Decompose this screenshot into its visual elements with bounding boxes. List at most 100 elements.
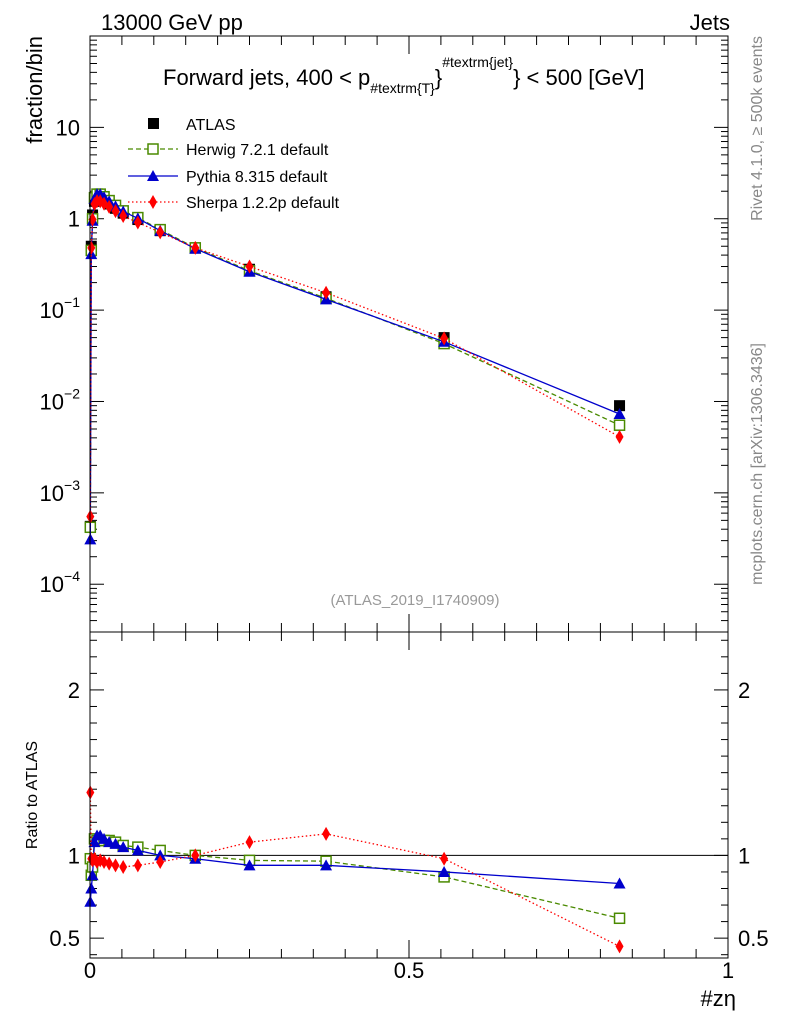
main-ytick-label: 10−3 <box>40 477 81 506</box>
ratio-xlabel: #zη <box>701 986 736 1011</box>
main-ytick-exponent: −2 <box>64 385 80 401</box>
ratio-ytick-label-right: 2 <box>738 678 750 703</box>
main-point-sherpa-1-2-2p-default <box>440 331 449 346</box>
main-title: Forward jets, 400 < p#textrm{T}}#textrm{… <box>163 54 645 96</box>
legend: ATLAS Herwig 7.2.1 default Pythia 8.315 … <box>128 117 340 212</box>
main-point-sherpa-1-2-2p-default <box>245 259 254 274</box>
ratio-point-sherpa-1-2-2p-default <box>191 848 200 863</box>
ratio-point-sherpa-1-2-2p-default <box>133 858 142 873</box>
ratio-ytick-label-right: 1 <box>738 843 750 868</box>
ratio-xtick-label: 0 <box>84 958 96 983</box>
ratio-xtick-label: 1 <box>722 958 734 983</box>
main-point-pythia-8-315-default <box>613 407 626 419</box>
main-title-sub: #textrm{T} <box>370 80 435 96</box>
ratio-line-sherpa-1-2-2p-default <box>89 792 620 947</box>
ratio-frame <box>89 631 729 959</box>
ratio-point-pythia-8-315-default <box>117 841 130 853</box>
main-series <box>84 188 626 545</box>
legend-label-sherpa: Sherpa 1.2.2p default <box>186 195 340 212</box>
main-point-sherpa-1-2-2p-default <box>111 204 120 219</box>
main-ytick-label: 10−4 <box>40 568 81 597</box>
main-point-sherpa-1-2-2p-default <box>615 429 624 444</box>
main-ytick-exponent: −1 <box>64 294 80 310</box>
ratio-point-pythia-8-315-default <box>131 844 144 856</box>
ratio-point-sherpa-1-2-2p-default <box>245 835 254 850</box>
main-series-sherpa-1-2-2p-default <box>86 194 624 524</box>
ratio-point-pythia-8-315-default <box>438 865 451 877</box>
ratio-ytick-label-left: 1 <box>68 843 80 868</box>
ratio-series <box>84 785 626 954</box>
ratio-panel: 0.5 0.51 12 2 0 0.5 1 Ratio to ATLAS #zη <box>24 631 769 1011</box>
main-point-sherpa-1-2-2p-default <box>105 199 114 214</box>
ratio-y-tick-labels: 0.5 0.5 1 1 2 2 <box>49 678 768 951</box>
main-point-sherpa-1-2-2p-default <box>191 240 200 255</box>
analysis-tag: (ATLAS_2019_I1740909) <box>330 592 499 609</box>
legend-label-herwig: Herwig 7.2.1 default <box>186 142 329 159</box>
main-point-sherpa-1-2-2p-default <box>322 285 331 300</box>
ratio-xtick-label: 0.5 <box>394 958 425 983</box>
main-ticks <box>89 35 729 633</box>
main-ytick-mantissa: 10 <box>40 389 64 414</box>
legend-entry-atlas: ATLAS <box>148 117 236 134</box>
header-right: Jets <box>690 10 730 35</box>
main-ytick-label: 10−2 <box>40 385 81 414</box>
main-point-herwig-7-2-1-default <box>613 419 626 431</box>
main-point-sherpa-1-2-2p-default <box>119 209 128 224</box>
ratio-point-sherpa-1-2-2p-default <box>615 939 624 954</box>
ratio-point-pythia-8-315-default <box>243 859 256 871</box>
ratio-point-pythia-8-315-default <box>85 882 98 894</box>
main-ytick-mantissa: 1 <box>68 207 80 232</box>
ratio-point-pythia-8-315-default <box>109 837 122 849</box>
main-ytick-mantissa: 10 <box>40 572 64 597</box>
ratio-point-sherpa-1-2-2p-default <box>156 855 165 870</box>
ratio-ytick-label-left: 2 <box>68 678 80 703</box>
ratio-point-pythia-8-315-default <box>154 849 167 861</box>
legend-marker-herwig <box>147 143 159 155</box>
main-point-sherpa-1-2-2p-default <box>133 215 142 230</box>
legend-entry-herwig: Herwig 7.2.1 default <box>128 142 329 159</box>
main-point-sherpa-1-2-2p-default <box>156 225 165 240</box>
ratio-point-herwig-7-2-1-default <box>613 912 626 925</box>
ratio-ylabel: Ratio to ATLAS <box>24 741 41 849</box>
main-title-sup: #textrm{jet} <box>442 54 513 70</box>
ratio-point-pythia-8-315-default <box>88 836 101 848</box>
mcplots-label: mcplots.cern.ch [arXiv:1306.3436] <box>749 343 766 585</box>
main-ylabel: fraction/bin <box>22 36 47 144</box>
legend-label-atlas: ATLAS <box>186 117 236 134</box>
main-ytick-label: 10 <box>56 115 80 140</box>
main-ytick-exponent: −4 <box>64 568 80 584</box>
main-point-sherpa-1-2-2p-default <box>87 240 96 255</box>
ratio-point-sherpa-1-2-2p-default <box>440 851 449 866</box>
ratio-ytick-label-right: 0.5 <box>738 926 769 951</box>
ratio-point-sherpa-1-2-2p-default <box>119 859 128 874</box>
ratio-ytick-label-left: 0.5 <box>49 926 80 951</box>
ratio-point-sherpa-1-2-2p-default <box>100 855 109 870</box>
legend-label-pythia: Pythia 8.315 default <box>186 169 328 186</box>
main-ytick-exponent: −3 <box>64 477 80 493</box>
legend-marker-sherpa <box>149 195 157 209</box>
main-ytick-mantissa: 10 <box>40 481 64 506</box>
ratio-point-pythia-8-315-default <box>613 877 626 889</box>
main-title-text: Forward jets, 400 < p <box>163 65 370 90</box>
ratio-point-sherpa-1-2-2p-default <box>322 826 331 841</box>
legend-entry-pythia: Pythia 8.315 default <box>128 169 328 186</box>
ratio-point-sherpa-1-2-2p-default <box>105 856 114 871</box>
legend-entry-sherpa: Sherpa 1.2.2p default <box>128 195 340 212</box>
main-title-tail: } < 500 [GeV] <box>513 65 644 90</box>
main-ytick-mantissa: 10 <box>56 115 80 140</box>
rivet-label: Rivet 4.1.0, ≥ 500k events <box>749 36 766 221</box>
main-ytick-label: 10−1 <box>40 294 81 323</box>
main-title-brace: } <box>435 65 442 90</box>
ratio-point-sherpa-1-2-2p-default <box>111 858 120 873</box>
legend-marker-pythia <box>147 170 159 181</box>
ratio-series-sherpa-1-2-2p-default <box>86 785 624 954</box>
header-left: 13000 GeV pp <box>101 10 243 35</box>
legend-marker-atlas <box>148 118 159 129</box>
main-ytick-mantissa: 10 <box>40 298 64 323</box>
main-ytick-label: 1 <box>68 207 80 232</box>
main-point-atlas <box>614 400 626 412</box>
